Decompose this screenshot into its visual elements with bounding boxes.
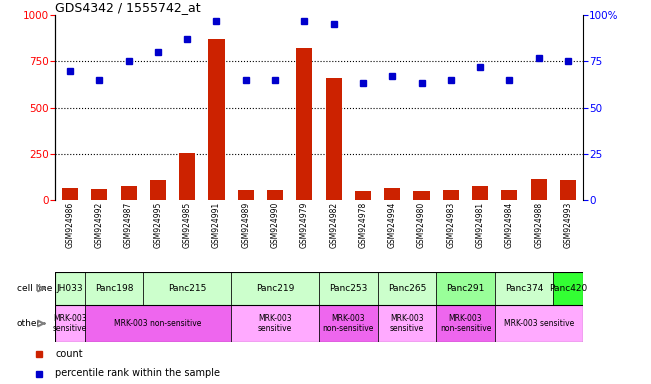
Bar	[85, 305, 231, 342]
Text: Panc291: Panc291	[447, 284, 484, 293]
Text: MRK-003
sensitive: MRK-003 sensitive	[390, 314, 424, 333]
Text: other: other	[17, 319, 41, 328]
Bar	[238, 190, 254, 200]
Bar	[384, 188, 400, 200]
Bar	[296, 48, 312, 200]
Text: JH033: JH033	[57, 284, 83, 293]
Bar	[436, 305, 495, 342]
Bar	[443, 190, 459, 200]
Text: MRK-003
non-sensitive: MRK-003 non-sensitive	[323, 314, 374, 333]
Bar	[55, 305, 85, 342]
Bar	[143, 272, 231, 305]
Bar	[495, 305, 583, 342]
Bar	[267, 190, 283, 200]
Text: Panc219: Panc219	[256, 284, 294, 293]
Bar	[436, 272, 495, 305]
Bar	[62, 188, 78, 200]
Bar	[55, 272, 85, 305]
Text: Panc198: Panc198	[94, 284, 133, 293]
Bar	[208, 39, 225, 200]
Text: Panc374: Panc374	[505, 284, 543, 293]
Text: MRK-003 non-sensitive: MRK-003 non-sensitive	[114, 319, 202, 328]
Text: cell line: cell line	[17, 284, 52, 293]
Text: Panc265: Panc265	[388, 284, 426, 293]
Bar	[553, 272, 583, 305]
Bar	[326, 78, 342, 200]
Text: count: count	[55, 349, 83, 359]
Bar	[319, 272, 378, 305]
Bar	[531, 179, 547, 200]
Bar	[378, 305, 436, 342]
Bar	[413, 191, 430, 200]
Text: GDS4342 / 1555742_at: GDS4342 / 1555742_at	[55, 1, 201, 14]
Text: Panc420: Panc420	[549, 284, 587, 293]
Bar	[150, 180, 166, 200]
Bar	[85, 272, 143, 305]
Bar	[231, 305, 319, 342]
Text: MRK-003 sensitive: MRK-003 sensitive	[504, 319, 574, 328]
Bar	[472, 186, 488, 200]
Text: Panc215: Panc215	[168, 284, 206, 293]
Bar	[231, 272, 319, 305]
Bar	[319, 305, 378, 342]
Bar	[355, 191, 371, 200]
Bar	[560, 180, 576, 200]
Text: MRK-003
sensitive: MRK-003 sensitive	[53, 314, 87, 333]
Text: MRK-003
non-sensitive: MRK-003 non-sensitive	[440, 314, 491, 333]
Bar	[91, 189, 107, 200]
Bar	[179, 153, 195, 200]
Bar	[378, 272, 436, 305]
Bar	[120, 186, 137, 200]
Text: MRK-003
sensitive: MRK-003 sensitive	[258, 314, 292, 333]
Text: percentile rank within the sample: percentile rank within the sample	[55, 369, 220, 379]
Bar	[501, 190, 518, 200]
Text: Panc253: Panc253	[329, 284, 367, 293]
Bar	[495, 272, 553, 305]
